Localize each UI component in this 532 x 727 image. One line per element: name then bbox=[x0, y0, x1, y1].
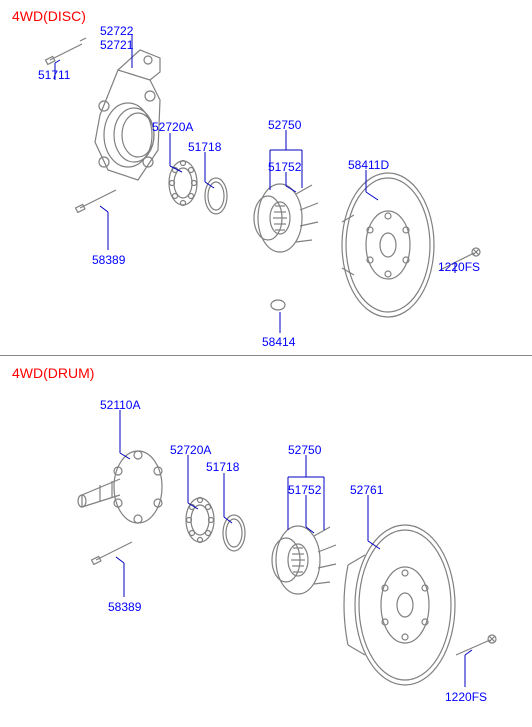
part-51752-disc[interactable]: 51752 bbox=[268, 160, 301, 174]
part-51718-drum[interactable]: 51718 bbox=[206, 460, 239, 474]
part-51718-disc[interactable]: 51718 bbox=[188, 140, 221, 154]
part-52721[interactable]: 52721 bbox=[100, 38, 133, 52]
drum-diagram bbox=[0, 355, 532, 727]
part-52110A[interactable]: 52110A bbox=[100, 398, 140, 412]
part-52720A-drum[interactable]: 52720A bbox=[170, 443, 211, 457]
part-1220FS-drum[interactable]: 1220FS bbox=[445, 690, 487, 704]
diagram-container: 4WD(DISC) 4WD(DRUM) 52722 52721 51711 52… bbox=[0, 0, 532, 727]
part-58389-drum[interactable]: 58389 bbox=[108, 600, 141, 614]
part-58411D[interactable]: 58411D bbox=[348, 158, 389, 172]
part-52761[interactable]: 52761 bbox=[350, 483, 383, 497]
part-52722[interactable]: 52722 bbox=[100, 24, 133, 38]
part-52720A-disc[interactable]: 52720A bbox=[152, 120, 193, 134]
part-58414[interactable]: 58414 bbox=[262, 335, 295, 349]
part-52750-drum[interactable]: 52750 bbox=[288, 443, 321, 457]
part-51752-drum[interactable]: 51752 bbox=[288, 483, 321, 497]
part-1220FS-disc[interactable]: 1220FS bbox=[438, 260, 480, 274]
part-51711[interactable]: 51711 bbox=[38, 68, 70, 82]
part-52750-disc[interactable]: 52750 bbox=[268, 118, 301, 132]
disc-diagram bbox=[0, 0, 532, 355]
part-58389-disc[interactable]: 58389 bbox=[92, 253, 125, 267]
disc-section-title: 4WD(DISC) bbox=[12, 8, 86, 24]
